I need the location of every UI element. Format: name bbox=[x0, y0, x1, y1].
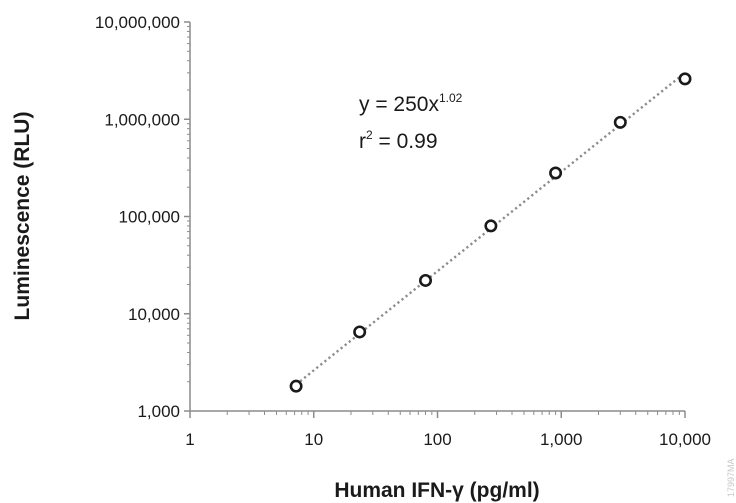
data-point bbox=[353, 325, 367, 339]
equation-line-2: r2 = 0.99 bbox=[359, 128, 438, 153]
x-tick-label: 10 bbox=[304, 430, 323, 449]
axes: 1 10 100 1,000 10,000 1,00010,000100,0001,00… bbox=[95, 13, 711, 449]
x-tick-label: 100 bbox=[423, 430, 451, 449]
r-squared-r: r bbox=[359, 130, 366, 153]
x-tick-label: 1,000 bbox=[540, 430, 583, 449]
watermark: 17997MA bbox=[726, 458, 736, 497]
data-point bbox=[289, 379, 303, 393]
r-squared-value: = 0.99 bbox=[373, 130, 438, 153]
y-tick-label: 10,000,000 bbox=[95, 13, 180, 32]
x-tick-label: 10,000 bbox=[659, 430, 711, 449]
y-tick-label: 100,000 bbox=[119, 208, 180, 227]
equation-exponent: 1.02 bbox=[439, 91, 463, 105]
data-point bbox=[419, 273, 433, 287]
r-squared-sup: 2 bbox=[366, 128, 373, 142]
y-ticks: 1,000 10,000 100,000 1,000,000 10,000,000 bbox=[95, 13, 190, 421]
x-axis-title: Human IFN-γ (pg/ml) bbox=[334, 479, 539, 502]
y-axis-title: Luminescence (RLU) bbox=[11, 112, 34, 321]
data-points bbox=[289, 72, 692, 393]
equation-prefix: y = 250x bbox=[359, 93, 439, 116]
x-ticks: 1 10 100 1,000 10,000 bbox=[185, 411, 711, 449]
y-tick-label: 1,000 bbox=[137, 402, 180, 421]
data-point bbox=[549, 166, 563, 180]
equation-line-1: y = 250x1.02 bbox=[359, 91, 463, 116]
data-point bbox=[678, 72, 692, 86]
data-point bbox=[613, 115, 627, 129]
x-tick-label: 1 bbox=[185, 430, 194, 449]
y-tick-label: 10,000 bbox=[128, 305, 180, 324]
data-point bbox=[484, 219, 498, 233]
y-tick-label: 1,000,000 bbox=[104, 110, 180, 129]
